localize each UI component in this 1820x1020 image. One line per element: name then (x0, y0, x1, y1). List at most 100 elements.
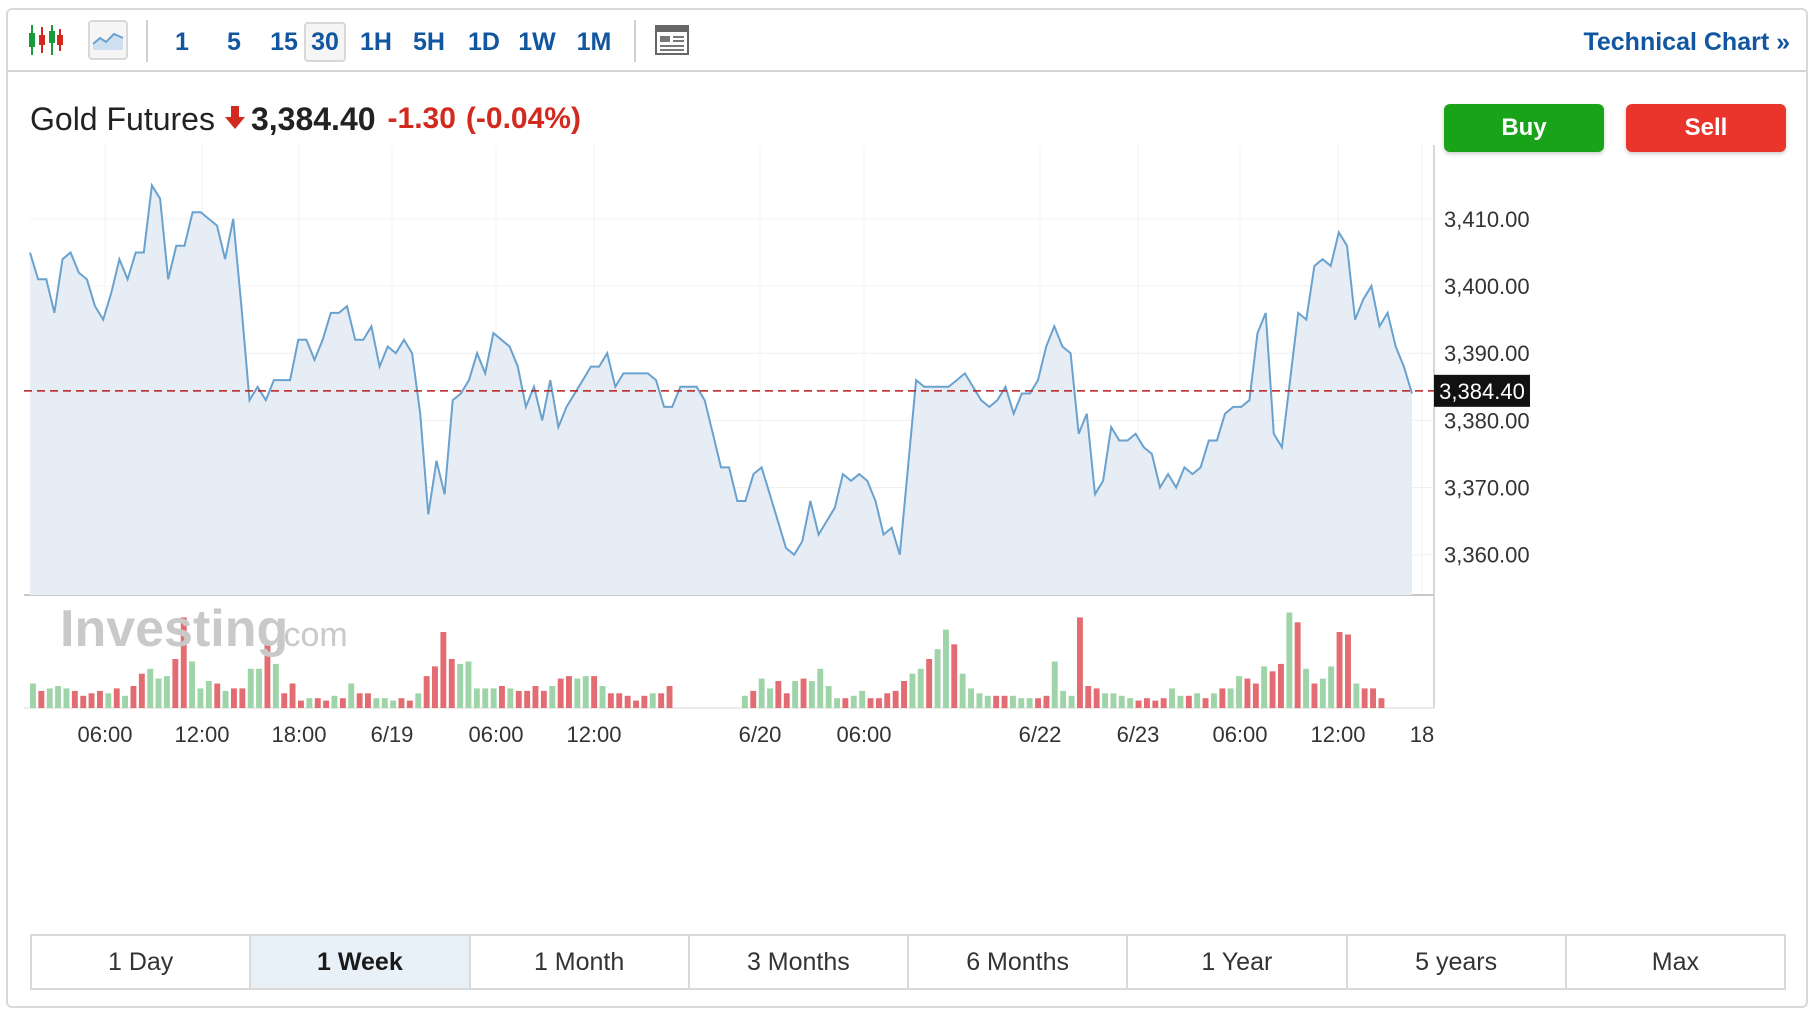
volume-bar (1152, 700, 1159, 708)
volume-bar (46, 688, 53, 708)
volume-bar (1278, 663, 1284, 708)
volume-bar (323, 700, 330, 708)
volume-bar (55, 686, 61, 709)
volume-bar (306, 698, 313, 708)
interval-1[interactable]: 1 (175, 28, 189, 56)
volume-bar (633, 700, 639, 708)
volume-bar (775, 681, 782, 708)
layout-icon[interactable] (652, 20, 692, 60)
x-tick-label: 06:00 (1212, 722, 1267, 747)
volume-bar (1202, 698, 1209, 708)
volume-bar (80, 695, 87, 709)
volume-bar (658, 693, 665, 708)
volume-bar (901, 681, 907, 708)
chart-toolbar: 1 5 15 30 1H 5H 1D 1W 1M Technical Chart… (8, 10, 1806, 72)
volume-bar (197, 688, 204, 708)
volume-bar (926, 659, 933, 708)
volume-bar (591, 676, 598, 708)
volume-bar (256, 668, 262, 708)
sell-button[interactable]: Sell (1626, 104, 1786, 152)
y-tick-label: 3,400.00 (1444, 274, 1530, 299)
investing-watermark: Investing .com (60, 600, 348, 658)
buy-button[interactable]: Buy (1444, 104, 1604, 152)
chart-widget: 1 5 15 30 1H 5H 1D 1W 1M Technical Chart… (6, 8, 1808, 1008)
volume-bar (38, 690, 45, 708)
volume-bar (1001, 695, 1008, 709)
y-tick-label: 3,380.00 (1444, 408, 1530, 433)
volume-bar (968, 688, 974, 708)
volume-bar (1311, 683, 1318, 708)
x-tick-label: 12:00 (566, 722, 621, 747)
area-chart-icon[interactable] (88, 20, 128, 60)
volume-bar (490, 688, 497, 708)
x-tick-label: 12:00 (1310, 722, 1365, 747)
volume-bar (1085, 686, 1092, 709)
volume-bar (465, 661, 472, 708)
volume-bar (507, 688, 514, 708)
range-1-day[interactable]: 1 Day (32, 936, 252, 988)
volume-bar (155, 678, 162, 708)
volume-bar (172, 659, 179, 708)
interval-1d[interactable]: 1D (468, 28, 500, 56)
volume-bar (859, 690, 866, 708)
volume-bar (239, 688, 246, 708)
x-tick-label: 18:00 (271, 722, 326, 747)
volume-bar (943, 629, 949, 708)
range-1-month[interactable]: 1 Month (471, 936, 690, 988)
range-1-week[interactable]: 1 Week (251, 936, 471, 988)
range-6-months[interactable]: 6 Months (909, 936, 1129, 988)
volume-bar (867, 698, 874, 708)
time-range-tabs: 1 Day 1 Week 1 Month 3 Months 6 Months 1… (30, 934, 1786, 990)
volume-bar (1068, 695, 1075, 709)
interval-5h[interactable]: 5H (413, 28, 445, 56)
volume-bar (381, 698, 388, 708)
volume-bar (1077, 617, 1083, 709)
range-5-years[interactable]: 5 years (1348, 936, 1567, 988)
volume-bar (222, 690, 229, 708)
volume-bar (365, 693, 371, 708)
instrument-name: Gold Futures (30, 100, 215, 137)
volume-bar (1303, 668, 1309, 708)
volume-bar (549, 686, 556, 709)
volume-bar (1219, 688, 1226, 708)
volume-bar (842, 698, 849, 708)
volume-bar (741, 695, 748, 709)
volume-bar (1370, 688, 1376, 708)
volume-bar (1252, 683, 1259, 708)
volume-bar (834, 698, 840, 708)
quote-header: Gold Futures 3,384.40 -1.30 (-0.04%) (30, 96, 591, 142)
volume-bar (390, 700, 397, 708)
technical-chart-link[interactable]: Technical Chart » (1583, 28, 1790, 56)
interval-15[interactable]: 15 (270, 28, 298, 56)
volume-bar (1102, 693, 1108, 708)
interval-1w[interactable]: 1W (518, 28, 556, 56)
volume-bar (1244, 678, 1251, 708)
volume-bar (30, 683, 36, 708)
volume-bar (1144, 698, 1150, 708)
volume-bar (976, 693, 983, 708)
volume-bar (1018, 698, 1025, 708)
volume-bar (792, 681, 799, 708)
volume-bar (105, 693, 112, 708)
range-3-months[interactable]: 3 Months (690, 936, 909, 988)
volume-bar (599, 686, 606, 709)
price-change-percent: (-0.04%) (465, 102, 581, 135)
volume-bar (113, 688, 120, 708)
volume-bar (71, 690, 78, 708)
candlestick-chart-icon[interactable] (22, 20, 68, 60)
y-tick-label: 3,410.00 (1444, 207, 1530, 232)
range-max[interactable]: Max (1651, 948, 1699, 976)
volume-bar (1169, 688, 1175, 708)
range-1-year[interactable]: 1 Year (1128, 936, 1348, 988)
x-tick-label: 18 (1410, 722, 1434, 747)
volume-bar (482, 688, 489, 708)
price-chart[interactable]: Investing .com 3,410.003,400.003,390.003… (8, 10, 1808, 890)
interval-5[interactable]: 5 (227, 28, 241, 56)
volume-bar (1286, 612, 1293, 708)
volume-bar (1261, 666, 1268, 708)
volume-bar (440, 632, 447, 708)
interval-1h[interactable]: 1H (360, 28, 392, 56)
interval-30[interactable]: 30 (304, 22, 346, 62)
interval-1m[interactable]: 1M (576, 28, 612, 56)
volume-bar (205, 681, 212, 708)
